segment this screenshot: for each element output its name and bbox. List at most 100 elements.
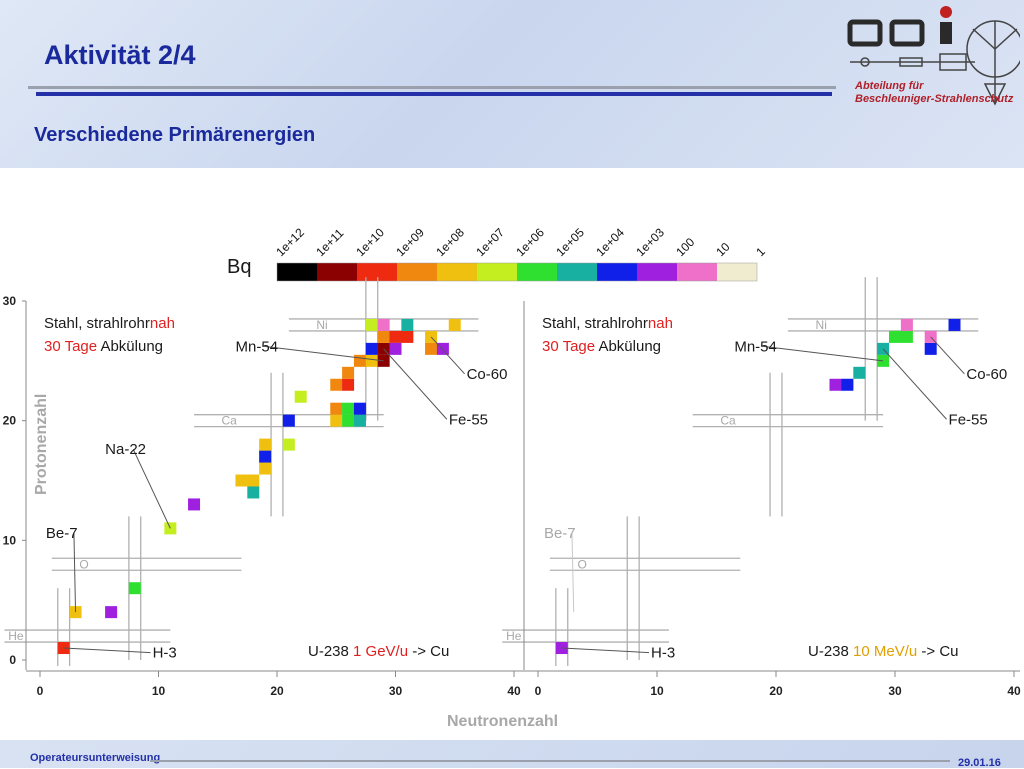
beam-info: U-238 1 GeV/u -> Cu (308, 643, 449, 660)
colorbar-tick-label: 1e+07 (473, 225, 507, 259)
colorbar-swatch (277, 263, 317, 281)
isotope-label: Mn-54 (734, 338, 777, 355)
chart-panel: He O Ca Ni H-3 Be-7 Mn-54 Fe-55 Co-60 Stahl, stra… (502, 277, 1007, 666)
nuclide-cell (342, 402, 355, 415)
colorbar-swatch (557, 263, 597, 281)
nuclide-cell (259, 462, 272, 475)
isotope-label: Fe-55 (949, 411, 988, 428)
cooling-word: Abkülung (97, 338, 163, 355)
element-label: Ca (720, 414, 736, 428)
chart-panel: He O Ca Ni H-3 Be-7 Na-22 Mn-54 Fe-55 Co-60 Stahl,… (4, 277, 507, 666)
nuclide-cell (235, 474, 248, 487)
nuclide-cell (259, 438, 272, 451)
isotope-leader (930, 336, 965, 375)
element-label: Ca (222, 414, 238, 428)
colorbar-tick-label: 10 (713, 240, 733, 260)
isotope-leader (132, 448, 171, 529)
sample-text: Stahl, strahlrohr (542, 315, 648, 332)
chart-axes: 0 10 20 30 0 10 20 30 40 0 10 20 30 40 (3, 294, 1021, 698)
isotope-label: Na-22 (105, 441, 146, 458)
gsi-logo (847, 6, 1020, 106)
nuclide-cell (282, 414, 295, 427)
isotope-label: H-3 (153, 645, 177, 662)
sample-description: Stahl, strahlrohrnah (542, 315, 673, 332)
isotope-leader (762, 345, 884, 362)
colorbar-tick-label: 1e+12 (273, 225, 307, 259)
nuclide-cell (401, 330, 414, 343)
nuclide-cell (401, 318, 414, 331)
colorbar-swatch (637, 263, 677, 281)
colorbar-swatch (437, 263, 477, 281)
isotope-label: Be-7 (46, 525, 78, 542)
nuclide-cell (342, 366, 355, 379)
nuclide-cell (829, 378, 842, 391)
colorbar-tick-label: 1e+05 (553, 225, 587, 259)
beam-ion: U-238 (308, 643, 353, 660)
nuclide-cell (377, 330, 390, 343)
colorbar-swatch (397, 263, 437, 281)
beam-energy: 10 MeV/u (853, 643, 917, 660)
nuclide-cell (948, 318, 961, 331)
isotope-leader (882, 348, 947, 420)
nuclide-cell (247, 474, 260, 487)
colorbar-tick-label: 1e+10 (353, 225, 387, 259)
slide-subtitle: Verschiedene Primärenergien (34, 124, 316, 146)
gsi-logo-accelerator-drawing (850, 20, 1020, 106)
colorbar-tick-label: 1 (753, 244, 768, 259)
nuclide-cell (247, 486, 260, 499)
colorbar-swatch (597, 263, 637, 281)
nuclide-cell (330, 378, 343, 391)
header-background (0, 0, 1024, 168)
x-tick-label: 10 (650, 684, 664, 698)
colorbar-swatch (317, 263, 357, 281)
colorbar-frame (276, 262, 758, 282)
footer-rule (150, 760, 950, 762)
nuclide-cell (841, 378, 854, 391)
element-label: O (578, 557, 587, 571)
colorbar: 1e+12 1e+11 1e+10 1e+09 1e+08 1e+07 1e+06 1e+05… (273, 225, 768, 282)
isotope-leader (63, 647, 151, 654)
x-axis-title: Neutronenzahl (447, 713, 558, 730)
nuclide-cell (389, 342, 402, 355)
nuclide-cell (924, 342, 937, 355)
isotope-leader (73, 532, 77, 613)
cooling-time: 30 Tage (44, 338, 97, 355)
sample-text: Stahl, strahlrohr (44, 315, 150, 332)
nuclide-cell (365, 354, 378, 367)
isotope-leader (263, 345, 384, 362)
footer-left-text: Operateursunterweisung (30, 752, 161, 764)
beam-ion: U-238 (808, 643, 853, 660)
isotope-label: Co-60 (966, 366, 1007, 383)
nuclide-cell (853, 366, 866, 379)
y-tick-label: 0 (9, 653, 16, 667)
footer-background (0, 740, 1024, 768)
x-tick-label: 30 (888, 684, 902, 698)
colorbar-tick-label: 1e+03 (633, 225, 667, 259)
nuclide-cell (389, 330, 402, 343)
y-tick-label: 10 (3, 533, 17, 547)
element-label: Ni (816, 318, 827, 332)
nuclide-cell (353, 402, 366, 415)
gsi-logo-letters (847, 6, 952, 47)
isotope-label: Co-60 (467, 366, 508, 383)
isotope-leader (430, 336, 465, 375)
nuclide-cell (259, 450, 272, 463)
x-tick-label: 30 (389, 684, 403, 698)
element-label: He (506, 629, 522, 643)
nuclide-cell (342, 414, 355, 427)
cooling-word: Abkülung (595, 338, 661, 355)
beam-info: U-238 10 MeV/u -> Cu (808, 643, 959, 660)
slide-title: Aktivität 2/4 (44, 40, 196, 70)
colorbar-tick-label: 1e+09 (393, 225, 427, 259)
element-label: Ni (316, 318, 327, 332)
nuclide-cell (889, 330, 901, 343)
colorbar-tick-label: 1e+04 (593, 225, 627, 259)
colorbar-swatch (677, 263, 717, 281)
x-tick-label: 10 (152, 684, 166, 698)
isotope-leader (571, 532, 575, 613)
colorbar-swatch (717, 263, 757, 281)
beam-energy: 1 GeV/u (353, 643, 408, 660)
colorbar-unit-label: Bq (227, 256, 251, 278)
colorbar-swatch (477, 263, 517, 281)
isotope-label: H-3 (651, 645, 675, 662)
